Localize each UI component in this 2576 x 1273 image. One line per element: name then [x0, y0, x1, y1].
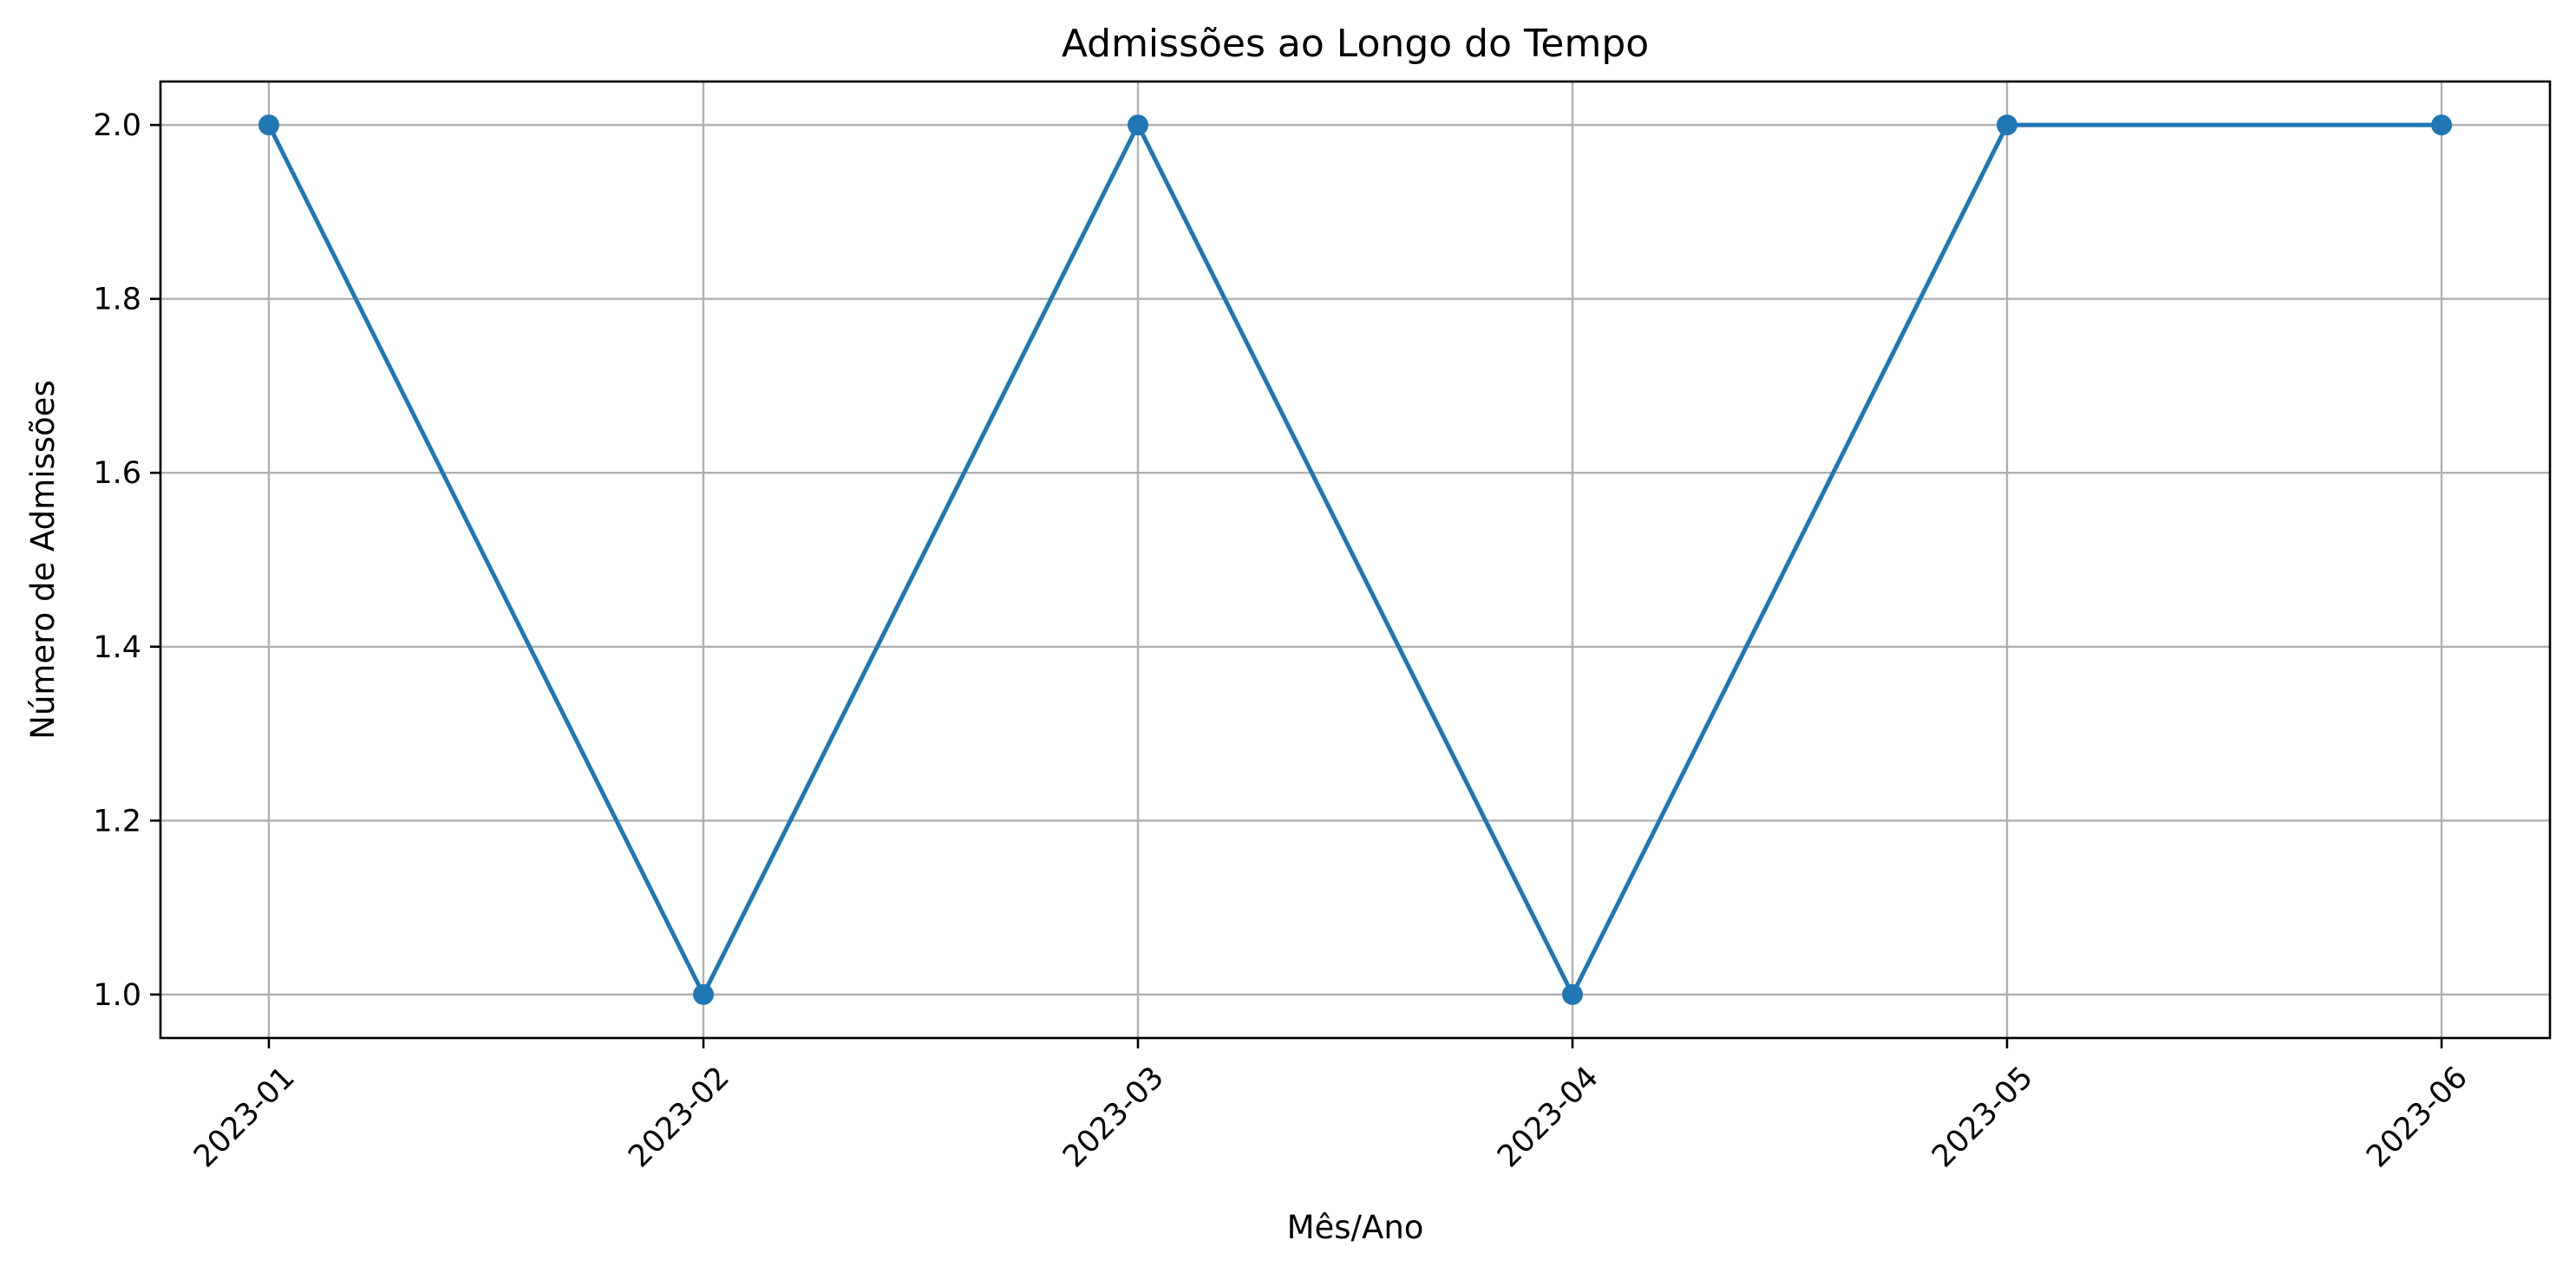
data-point [2431, 114, 2452, 136]
y-tick-label: 1.6 [93, 456, 141, 491]
y-tick-label: 2.0 [93, 108, 141, 143]
data-point [1562, 983, 1583, 1005]
x-axis-label: Mês/Ano [1287, 1209, 1424, 1246]
y-tick-label: 1.0 [93, 978, 141, 1013]
data-point [693, 983, 714, 1005]
y-axis-ticks: 1.0 1.2 1.4 1.6 1.8 2.0 [93, 108, 160, 1013]
series-line [266, 122, 2442, 997]
y-tick-label: 1.8 [93, 283, 141, 317]
grid [160, 82, 2550, 1038]
data-point [1997, 114, 2017, 136]
chart-title: Admissões ao Longo do Tempo [1062, 22, 1649, 66]
data-point [258, 114, 279, 136]
y-tick-label: 1.2 [93, 804, 141, 839]
y-axis-label: Número de Admissões [24, 380, 62, 739]
plot-frame [159, 80, 2552, 1040]
y-tick-label: 1.4 [93, 630, 141, 665]
data-point [1128, 114, 1148, 136]
series-layer [258, 114, 2452, 1005]
